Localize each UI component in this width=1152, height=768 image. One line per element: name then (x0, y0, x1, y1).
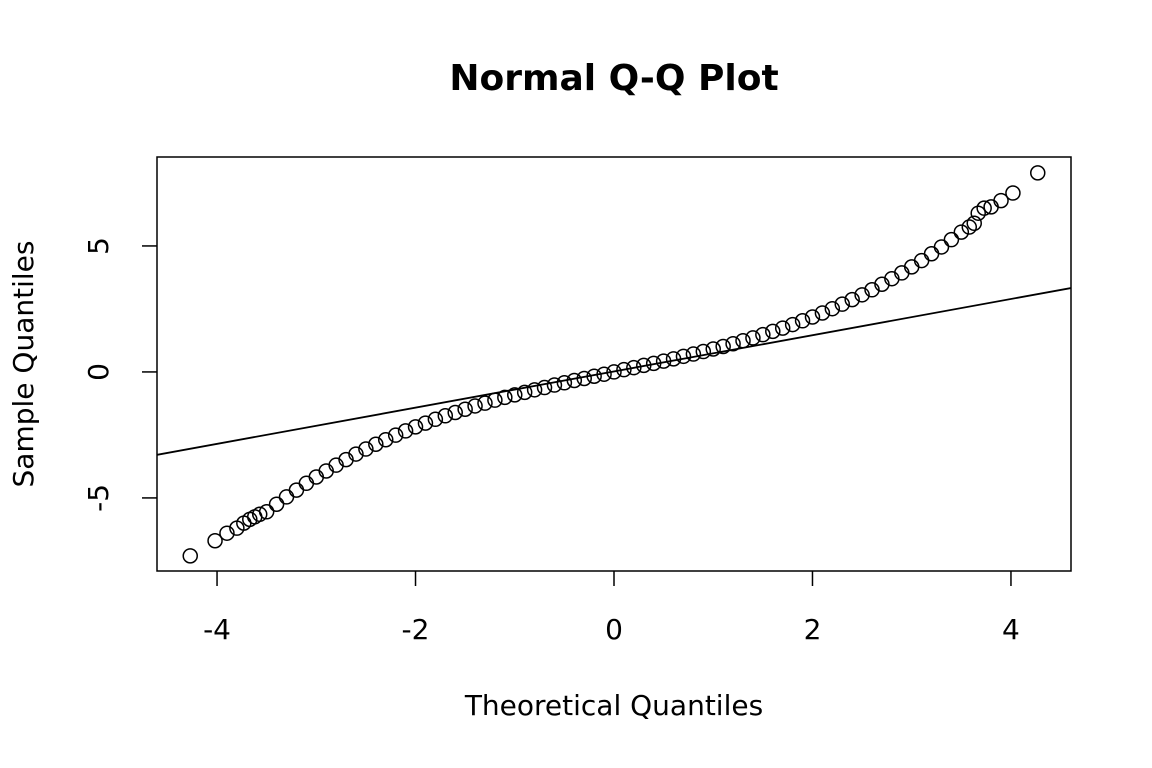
x-tick-label: 4 (1002, 613, 1020, 646)
point (219, 525, 235, 541)
point (976, 200, 992, 216)
point (993, 192, 1009, 209)
point (794, 313, 811, 329)
point (368, 436, 384, 453)
point (636, 357, 652, 374)
point (507, 387, 523, 403)
point (298, 475, 315, 492)
y-tick-label: 0 (82, 363, 115, 381)
x-tick-label: -4 (203, 613, 231, 646)
point (735, 332, 751, 349)
point (616, 361, 632, 378)
point (387, 427, 404, 443)
x-axis-label: Theoretical Quantiles (464, 689, 763, 722)
point (427, 411, 444, 428)
point (705, 341, 721, 357)
y-axis-label: Sample Quantiles (7, 241, 40, 488)
point (546, 377, 563, 393)
point (814, 305, 831, 321)
point (258, 504, 275, 520)
reference-line (157, 287, 1071, 456)
point (477, 395, 493, 411)
point (1030, 165, 1046, 181)
point (497, 389, 513, 406)
y-tick-label: 5 (82, 237, 115, 255)
point (182, 548, 198, 564)
point (784, 316, 801, 333)
point (467, 398, 483, 414)
point (536, 379, 553, 396)
point (685, 346, 702, 362)
point (854, 287, 870, 303)
point (526, 382, 543, 398)
point (348, 446, 364, 462)
point (586, 368, 602, 384)
point (844, 291, 860, 308)
point (765, 323, 781, 340)
point (278, 489, 295, 505)
point (953, 224, 970, 240)
point (576, 370, 592, 387)
point (417, 415, 434, 431)
point (804, 309, 821, 325)
point (695, 343, 712, 360)
point (207, 533, 223, 549)
point (397, 423, 414, 439)
point (943, 231, 960, 248)
point (675, 348, 692, 365)
chart-title: Normal Q-Q Plot (449, 58, 778, 99)
plot-frame (156, 156, 1072, 572)
point (626, 359, 642, 376)
point (251, 506, 268, 523)
point (913, 252, 930, 269)
point (966, 215, 982, 232)
point (655, 353, 672, 369)
x-tick-label: 2 (804, 613, 822, 646)
point (645, 355, 662, 372)
point (725, 335, 741, 352)
point (824, 300, 841, 317)
point (715, 338, 731, 355)
point (437, 408, 454, 424)
point (903, 259, 920, 275)
x-tick-label: -2 (402, 613, 430, 646)
point (556, 375, 573, 391)
point (933, 239, 950, 255)
point (755, 326, 771, 343)
point (774, 320, 791, 336)
point (961, 219, 978, 235)
point (487, 392, 503, 408)
x-tick-label: 0 (605, 613, 623, 646)
point (377, 431, 394, 448)
point (923, 246, 940, 262)
point (745, 330, 761, 346)
point (407, 419, 424, 435)
point (596, 366, 612, 382)
point (606, 364, 622, 380)
point (457, 401, 473, 417)
point (516, 384, 533, 401)
point (447, 404, 463, 421)
point (358, 441, 374, 457)
y-tick-label: -5 (82, 484, 115, 512)
point (665, 351, 682, 367)
point (1005, 185, 1021, 201)
point (566, 372, 583, 389)
point (308, 469, 325, 485)
point (834, 296, 851, 312)
point (288, 482, 305, 498)
point (268, 496, 285, 512)
